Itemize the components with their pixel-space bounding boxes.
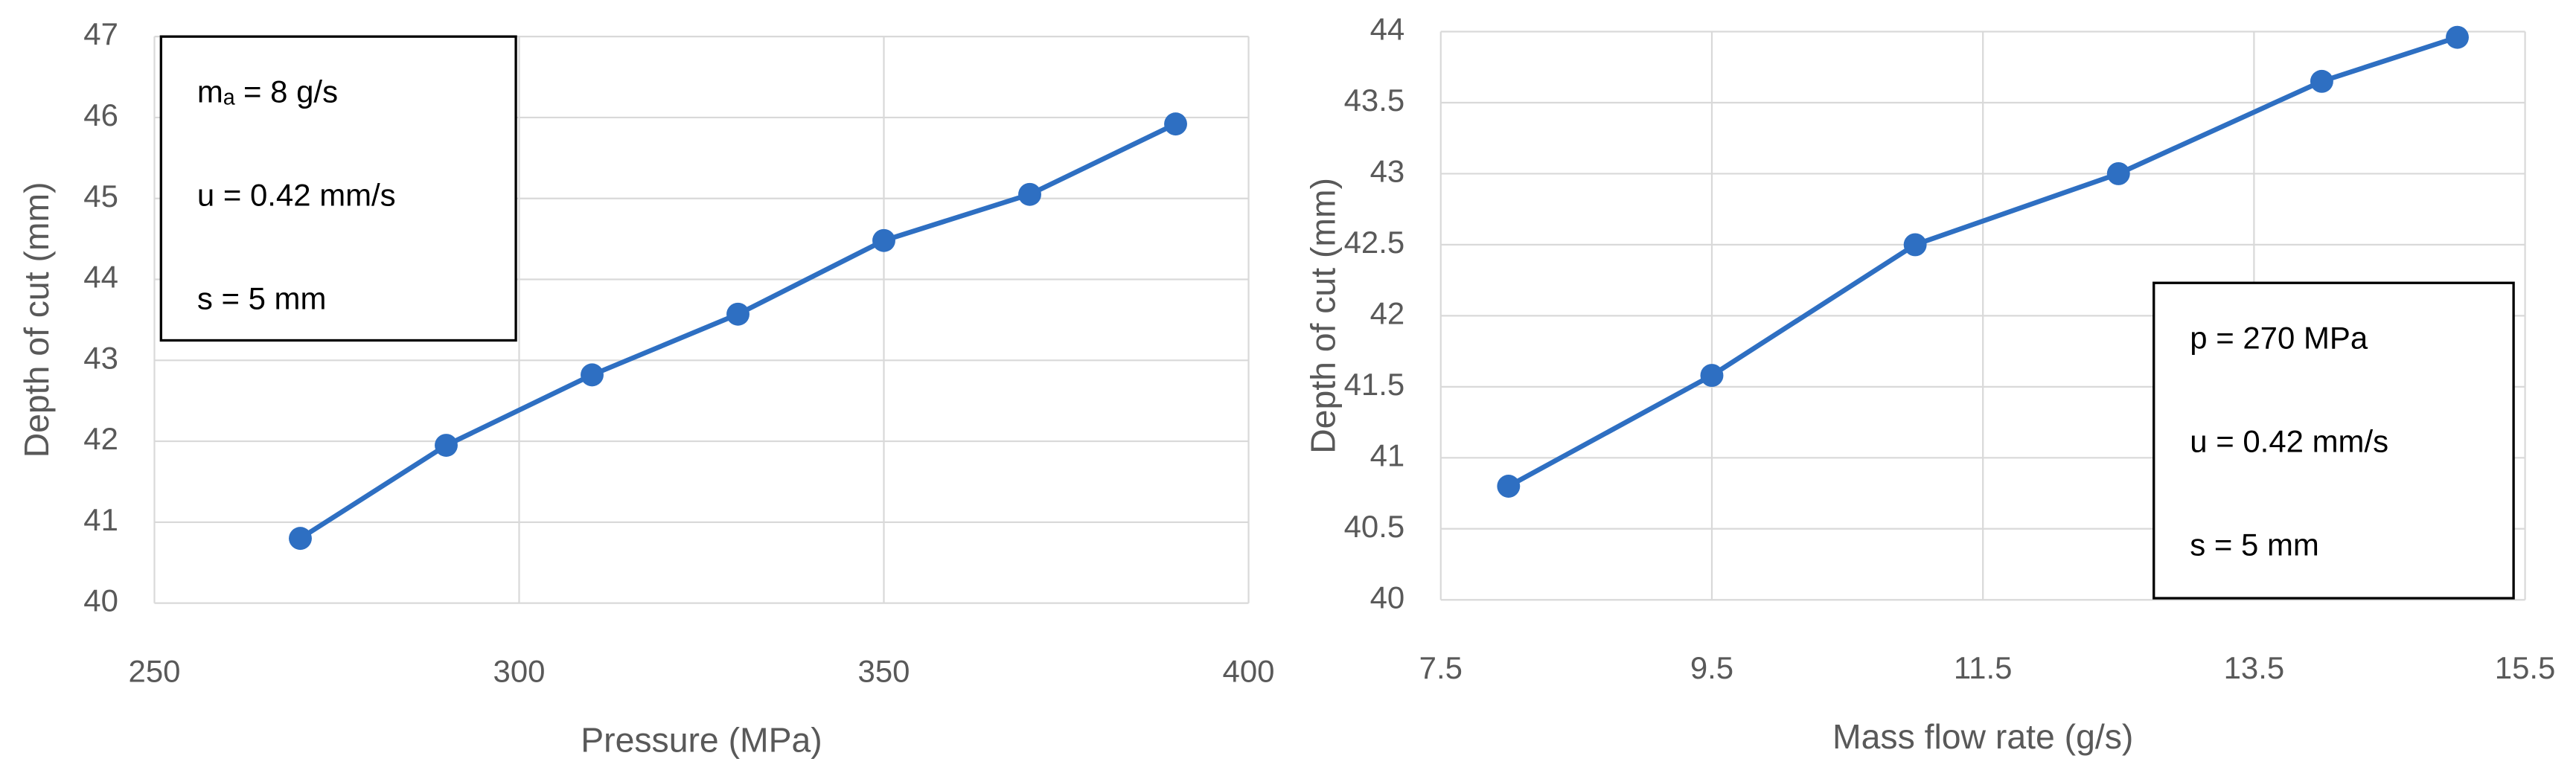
x-tick-label: 350 [858, 654, 910, 689]
y-tick-label: 42 [83, 421, 118, 456]
y-tick-label: 42.5 [1344, 225, 1405, 260]
x-tick-label: 15.5 [2495, 650, 2556, 685]
y-axis-label: Depth of cut (mm) [1304, 178, 1343, 454]
annotation-box [159, 35, 517, 342]
annotation-text: mₐ = 8 g/s [197, 74, 338, 109]
x-axis-label: Mass flow rate (g/s) [1832, 717, 2133, 756]
annotation-text: u = 0.42 mm/s [2190, 424, 2388, 459]
data-point [872, 228, 895, 252]
data-point [1497, 475, 1521, 498]
y-tick-label: 41 [83, 502, 118, 537]
y-tick-label: 40 [83, 583, 118, 618]
annotation-text: s = 5 mm [2190, 528, 2319, 562]
data-point [2106, 162, 2130, 185]
x-tick-label: 7.5 [1419, 650, 1463, 685]
x-tick-label: 9.5 [1690, 650, 1733, 685]
y-tick-label: 41 [1370, 437, 1405, 472]
data-point [1164, 112, 1187, 136]
y-tick-label: 40.5 [1344, 509, 1405, 544]
x-tick-label: 300 [493, 654, 546, 689]
data-point [1700, 364, 1724, 388]
y-tick-label: 42 [1370, 295, 1405, 330]
data-point [726, 302, 750, 326]
data-point [435, 434, 458, 457]
x-tick-label: 11.5 [1954, 650, 2012, 685]
annotation-text: s = 5 mm [197, 281, 327, 316]
y-tick-label: 47 [83, 16, 118, 51]
x-axis-label: Pressure (MPa) [581, 721, 822, 760]
data-line [1507, 35, 2458, 489]
x-tick-label: 13.5 [2224, 650, 2285, 685]
x-tick-label: 250 [129, 654, 181, 689]
annotation-box [2152, 281, 2515, 600]
y-axis-label: Depth of cut (mm) [17, 182, 56, 458]
y-tick-label: 44 [83, 260, 118, 295]
y-tick-label: 45 [83, 179, 118, 214]
y-tick-label: 43.5 [1344, 83, 1405, 118]
y-tick-label: 46 [83, 97, 118, 132]
y-tick-label: 43 [83, 340, 118, 375]
data-point [289, 527, 312, 551]
y-tick-label: 43 [1370, 154, 1405, 189]
y-tick-label: 44 [1370, 12, 1405, 47]
data-point [2446, 25, 2469, 49]
annotation-text: p = 270 MPa [2190, 321, 2368, 356]
data-point [1903, 233, 1927, 257]
data-point [581, 363, 604, 387]
y-tick-label: 41.5 [1344, 367, 1405, 402]
data-point [2310, 69, 2333, 93]
x-tick-label: 400 [1223, 654, 1275, 689]
y-tick-label: 40 [1370, 580, 1405, 615]
annotation-text: u = 0.42 mm/s [197, 178, 396, 213]
data-point [1018, 182, 1041, 206]
